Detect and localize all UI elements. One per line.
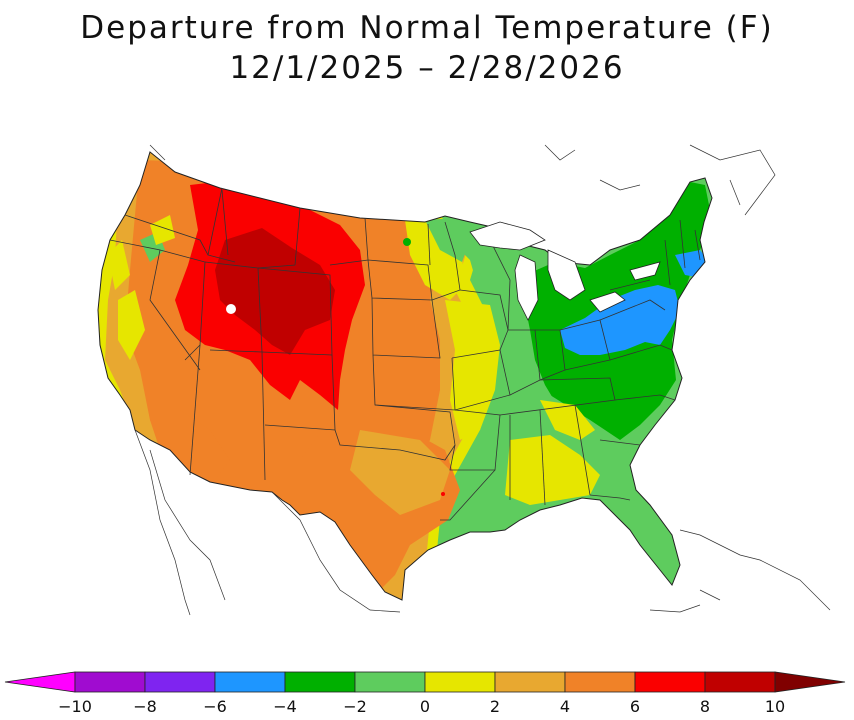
state-boundaries [109, 187, 701, 521]
legend-bin [284, 671, 356, 693]
legend-tick-label: −8 [133, 697, 157, 716]
legend-tick-label: 4 [560, 697, 570, 716]
title-line-1: Departure from Normal Temperature (F) [80, 10, 774, 46]
legend-bin [424, 671, 496, 693]
temperature-field [98, 152, 712, 600]
legend-tick-label: −10 [58, 697, 92, 716]
legend-max-arrow [774, 671, 846, 693]
legend-bin [144, 671, 216, 693]
title-line-2: 12/1/2025 – 2/28/2026 [229, 50, 625, 86]
legend-bin [74, 671, 146, 693]
neighboring-outlines [134, 144, 831, 616]
legend-tick-label: 6 [630, 697, 640, 716]
legend-bin [634, 671, 706, 693]
legend-bin [494, 671, 566, 693]
legend-tick-label: −4 [273, 697, 297, 716]
legend-tick-label: −2 [343, 697, 367, 716]
legend-bin [564, 671, 636, 693]
legend-tick-label: 8 [700, 697, 710, 716]
legend-bin [214, 671, 286, 693]
color-legend: −10 −8 −6 −4 −2 0 2 4 6 8 10 [4, 671, 846, 716]
map-title: Departure from Normal Temperature (F) 12… [0, 8, 854, 88]
temperature-departure-map [97, 144, 831, 616]
legend-tick-label: 0 [420, 697, 430, 716]
legend-bin [704, 671, 776, 693]
legend-tick-label: 10 [765, 697, 785, 716]
great-lakes [469, 221, 661, 321]
legend-tick-label: 2 [490, 697, 500, 716]
legend-min-arrow [4, 671, 76, 693]
legend-bin [354, 671, 426, 693]
legend-tick-label: −6 [203, 697, 227, 716]
